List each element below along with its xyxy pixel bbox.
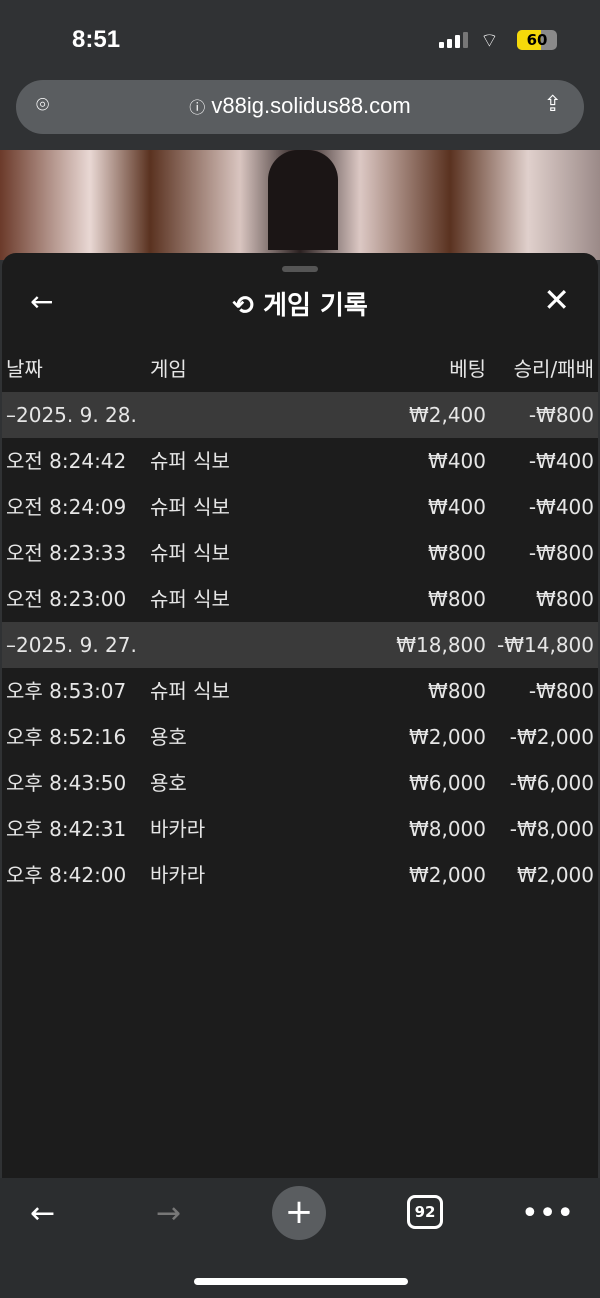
cell-result: -₩2,000 <box>509 725 594 749</box>
col-bet: 베팅 <box>449 357 486 381</box>
table-row: 오후 8:53:07 슈퍼 식보 ₩800 -₩800 <box>2 668 598 714</box>
info-icon[interactable]: ⓘ <box>189 100 206 117</box>
cell-bet: ₩400 <box>428 495 486 519</box>
cell-result: -₩400 <box>528 495 594 519</box>
col-game: 게임 <box>150 357 187 381</box>
more-icon[interactable]: ••• <box>521 1196 575 1231</box>
drag-handle[interactable] <box>282 266 318 272</box>
cell-bet: ₩2,000 <box>408 725 486 749</box>
new-tab-button[interactable]: + <box>272 1186 326 1240</box>
back-icon[interactable]: ← <box>30 1196 56 1231</box>
close-icon[interactable]: ✕ <box>543 281 570 319</box>
forward-icon[interactable]: → <box>156 1196 182 1231</box>
cell-time: 오전 8:23:00 <box>6 587 127 611</box>
cell-bet: ₩800 <box>428 587 486 611</box>
col-result: 승리/패배 <box>513 357 594 381</box>
lens-icon[interactable]: ⌾ <box>36 93 50 118</box>
cell-result: -₩800 <box>528 403 594 427</box>
cell-bet: ₩800 <box>428 541 486 565</box>
cell-time: 오후 8:53:07 <box>6 679 127 703</box>
sheet-title-text: 게임 기록 <box>263 291 368 321</box>
table-header: 날짜 게임 베팅 승리/패배 <box>2 346 598 392</box>
back-arrow-icon[interactable]: ← <box>30 285 54 318</box>
cell-game: 슈퍼 식보 <box>150 495 230 519</box>
table-row: 오후 8:42:00 바카라 ₩2,000 ₩2,000 <box>2 852 598 898</box>
cell-game: 슈퍼 식보 <box>150 541 230 565</box>
cell-time: 오전 8:24:42 <box>6 449 127 473</box>
clock: 8:51 <box>72 26 121 53</box>
cell-game: 바카라 <box>150 863 206 887</box>
cell-result: -₩6,000 <box>509 771 594 795</box>
date-group-row[interactable]: –2025. 9. 27. ₩18,800 -₩14,800 <box>2 622 598 668</box>
cell-result: -₩8,000 <box>509 817 594 841</box>
tabs-button[interactable]: 92 <box>407 1195 443 1229</box>
cell-result: ₩800 <box>536 587 594 611</box>
cell-result: -₩800 <box>528 541 594 565</box>
cell-bet: ₩2,400 <box>408 403 486 427</box>
table-row: 오전 8:23:00 슈퍼 식보 ₩800 ₩800 <box>2 576 598 622</box>
cell-bet: ₩400 <box>428 449 486 473</box>
table-row: 오전 8:24:09 슈퍼 식보 ₩400 -₩400 <box>2 484 598 530</box>
cell-result: ₩2,000 <box>516 863 594 887</box>
cell-bet: ₩2,000 <box>408 863 486 887</box>
cell-game: 슈퍼 식보 <box>150 679 230 703</box>
game-history-sheet: ← ⟲ 게임 기록 ✕ 날짜 게임 베팅 승리/패배 –2025. 9. 28.… <box>2 253 598 1178</box>
cell-game: 용호 <box>150 725 187 749</box>
wifi-icon: ⌔ <box>480 28 499 52</box>
browser-toolbar: ← → + 92 ••• <box>0 1178 600 1298</box>
cell-time: 오후 8:42:31 <box>6 817 127 841</box>
col-date: 날짜 <box>6 357 43 381</box>
table-row: 오후 8:43:50 용호 ₩6,000 -₩6,000 <box>2 760 598 806</box>
cell-bet: ₩8,000 <box>408 817 486 841</box>
share-icon[interactable]: ⇪ <box>543 92 562 117</box>
cell-game: 슈퍼 식보 <box>150 587 230 611</box>
cell-bet: ₩18,800 <box>396 633 486 657</box>
cell-game: 슈퍼 식보 <box>150 449 230 473</box>
date-group-row[interactable]: –2025. 9. 28. ₩2,400 -₩800 <box>2 392 598 438</box>
cell-date: –2025. 9. 28. <box>6 403 137 427</box>
cell-time: 오후 8:42:00 <box>6 863 127 887</box>
cell-bet: ₩800 <box>428 679 486 703</box>
table-row: 오후 8:42:31 바카라 ₩8,000 -₩8,000 <box>2 806 598 852</box>
signal-icon <box>439 32 468 48</box>
cell-game: 바카라 <box>150 817 206 841</box>
cell-result: -₩14,800 <box>497 633 594 657</box>
url-value[interactable]: v88ig.solidus88.com <box>211 93 411 118</box>
url-text[interactable]: ⓘ v88ig.solidus88.com <box>16 93 584 119</box>
address-bar[interactable]: ⌾ ⓘ v88ig.solidus88.com ⇪ <box>16 80 584 134</box>
cell-time: 오후 8:43:50 <box>6 771 127 795</box>
sheet-title: ⟲ 게임 기록 <box>2 285 598 322</box>
cell-game: 용호 <box>150 771 187 795</box>
dealer-image <box>268 150 338 250</box>
table-row: 오전 8:24:42 슈퍼 식보 ₩400 -₩400 <box>2 438 598 484</box>
cell-time: 오전 8:23:33 <box>6 541 127 565</box>
cell-time: 오전 8:24:09 <box>6 495 127 519</box>
cell-date: –2025. 9. 27. <box>6 633 137 657</box>
cell-time: 오후 8:52:16 <box>6 725 127 749</box>
status-bar: 8:51 ⌔ 60 <box>0 0 600 70</box>
table-row: 오전 8:23:33 슈퍼 식보 ₩800 -₩800 <box>2 530 598 576</box>
cell-result: -₩400 <box>528 449 594 473</box>
battery-icon: 60 <box>517 30 557 50</box>
cell-bet: ₩6,000 <box>408 771 486 795</box>
home-indicator <box>194 1278 408 1285</box>
table-row: 오후 8:52:16 용호 ₩2,000 -₩2,000 <box>2 714 598 760</box>
history-icon: ⟲ <box>232 291 254 321</box>
cell-result: -₩800 <box>528 679 594 703</box>
